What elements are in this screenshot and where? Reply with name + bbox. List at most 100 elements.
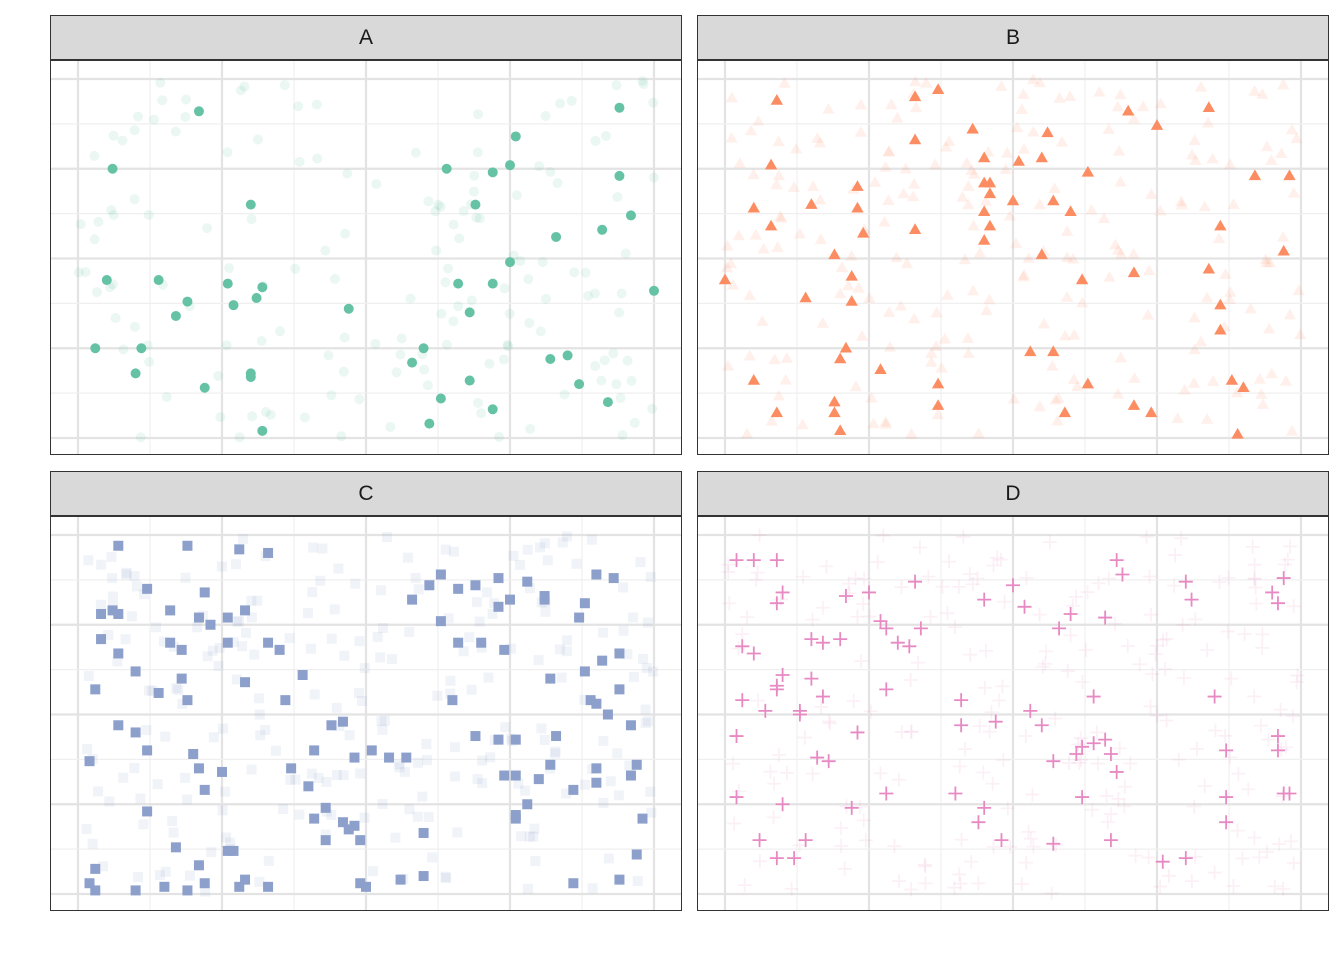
faded-point	[796, 418, 809, 430]
faded-point	[285, 774, 296, 785]
data-point	[96, 634, 107, 645]
faded-point	[1112, 144, 1126, 156]
faded-point	[246, 764, 257, 775]
faded-point	[990, 550, 1005, 565]
data-point	[828, 395, 841, 407]
faded-point	[129, 194, 140, 205]
faded-point	[141, 725, 152, 736]
faded-point	[263, 855, 274, 866]
data-point	[182, 885, 193, 896]
data-point	[769, 682, 784, 697]
faded-point	[180, 772, 191, 783]
data-point	[1214, 323, 1227, 335]
faded-point	[515, 256, 526, 267]
faded-point	[1171, 752, 1186, 767]
faded-point	[235, 85, 246, 96]
faded-point	[80, 267, 91, 278]
data-point	[1103, 833, 1118, 848]
faded-point	[586, 534, 597, 545]
faded-point	[770, 178, 783, 190]
facet-panel-c: C	[50, 471, 682, 911]
faded-point	[443, 613, 454, 624]
faded-point	[421, 738, 432, 749]
faded-point	[96, 559, 107, 570]
data-point	[625, 770, 636, 781]
faded-point	[404, 626, 415, 637]
faded-point	[129, 571, 140, 582]
data-point	[908, 133, 922, 145]
faded-point	[1223, 293, 1236, 305]
data-point	[193, 106, 204, 117]
faded-point	[1066, 252, 1080, 264]
faded-point	[923, 609, 938, 624]
faded-point	[1276, 230, 1290, 242]
faded-point	[1120, 638, 1135, 653]
data-point	[1277, 244, 1290, 256]
data-point	[263, 637, 274, 648]
data-point	[597, 655, 608, 666]
data-point	[522, 576, 533, 587]
faded-point	[879, 415, 892, 427]
faded-point	[1189, 741, 1204, 756]
faded-point	[1247, 830, 1262, 845]
data-point	[1265, 585, 1280, 600]
faded-point	[1153, 879, 1168, 894]
data-point	[971, 815, 986, 830]
faded-point	[135, 793, 146, 804]
faded-point	[129, 763, 140, 774]
faded-point	[168, 827, 179, 838]
faded-point	[1224, 671, 1239, 686]
faded-point	[440, 544, 451, 555]
plot-area-b	[697, 60, 1329, 455]
faded-point	[637, 75, 648, 86]
data-point	[170, 842, 181, 853]
faded-point	[819, 559, 834, 574]
data-point	[349, 752, 360, 763]
faded-point	[733, 157, 746, 168]
faded-point	[533, 655, 544, 666]
faded-point	[797, 730, 812, 745]
faded-point	[502, 339, 513, 350]
faded-point	[440, 277, 451, 288]
faded-point	[931, 408, 945, 420]
faded-point	[129, 321, 140, 332]
faded-point	[422, 755, 433, 766]
faded-point	[1265, 154, 1278, 165]
faded-point	[858, 833, 873, 848]
faded-point	[1278, 740, 1293, 755]
data-point	[798, 833, 813, 848]
faded-point	[863, 292, 876, 303]
data-point	[222, 845, 233, 856]
faded-point	[150, 622, 161, 633]
data-point	[1219, 790, 1234, 805]
faded-point	[1035, 659, 1050, 674]
faded-point	[377, 724, 388, 735]
faded-point	[152, 779, 163, 790]
faded-point	[154, 870, 165, 881]
data-point	[84, 756, 95, 767]
data-point	[978, 151, 991, 163]
faded-point	[599, 355, 610, 366]
faded-point	[133, 872, 144, 883]
faded-point	[642, 617, 653, 628]
data-point	[199, 784, 210, 795]
faded-point	[399, 767, 410, 778]
faded-point	[1198, 200, 1211, 212]
faded-point	[294, 809, 305, 820]
faded-points	[721, 528, 1305, 901]
faded-point	[1136, 100, 1150, 112]
faded-point	[394, 759, 405, 770]
faded-point	[1285, 424, 1299, 436]
data-point	[337, 817, 348, 828]
data-point	[510, 770, 521, 781]
data-point	[828, 248, 841, 260]
faded-point	[1060, 225, 1074, 237]
faded-point	[433, 199, 444, 210]
faded-point	[590, 361, 601, 372]
faded-point	[89, 234, 100, 245]
faded-point	[773, 210, 787, 222]
faded-point	[160, 731, 171, 742]
faded-point	[214, 642, 225, 653]
data-point	[1270, 729, 1285, 744]
data-point	[747, 201, 760, 213]
